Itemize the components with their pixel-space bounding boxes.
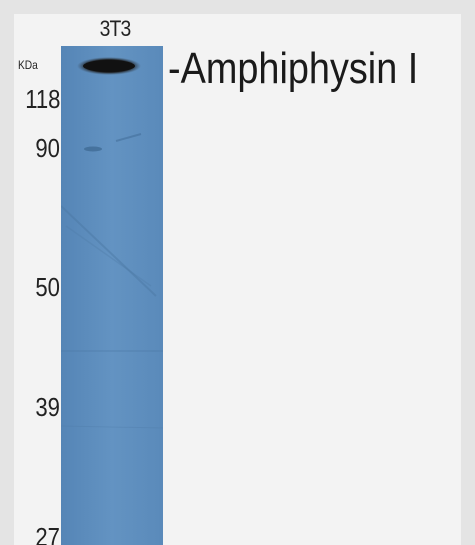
membrane-streak (65, 225, 152, 287)
membrane-streak (61, 425, 163, 429)
target-band-label: -Amphiphysin I (168, 44, 419, 93)
marker-label-27: 27 (35, 522, 60, 545)
marker-label-90: 90 (35, 133, 60, 163)
membrane (61, 46, 163, 545)
marker-label-50: 50 (35, 272, 60, 302)
membrane-streak (115, 133, 142, 142)
marker-label-39: 39 (35, 392, 60, 422)
faint-band (84, 146, 102, 152)
lane-label: 3T3 (99, 16, 132, 41)
amphiphysin-band-core (83, 60, 135, 72)
membrane-streak (61, 205, 157, 297)
marker-label-118: 118 (24, 84, 60, 114)
marker-unit-label: KDa (18, 58, 38, 72)
blot-lane (61, 46, 163, 545)
